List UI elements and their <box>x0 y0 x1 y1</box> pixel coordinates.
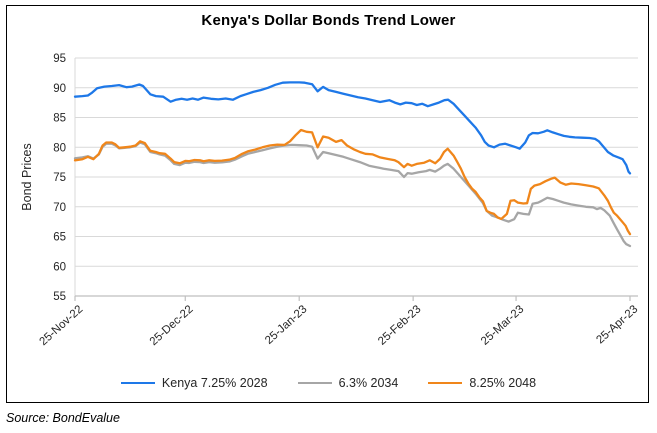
x-tick-label: 25-Mar-23 <box>479 303 526 347</box>
x-tick-label: 25-Feb-23 <box>376 303 423 347</box>
x-tick-label: 25-Jan-23 <box>263 303 310 347</box>
chart-frame <box>6 5 649 403</box>
legend-line-swatch <box>428 382 463 384</box>
y-tick-label: 65 <box>53 232 66 244</box>
series-line-2 <box>73 128 632 236</box>
y-tick-label: 60 <box>53 261 66 273</box>
source-caption: Source: BondEvalue <box>6 411 120 425</box>
legend-label: 6.3% 2034 <box>338 376 399 390</box>
legend-item: Kenya 7.25% 2028 <box>120 376 268 390</box>
chart-title: Kenya's Dollar Bonds Trend Lower <box>201 12 456 29</box>
y-tick-label: 55 <box>53 291 66 303</box>
legend-line-swatch <box>297 382 332 384</box>
legend-label: Kenya 7.25% 2028 <box>161 376 268 390</box>
x-tick-label: 25-Nov-22 <box>37 303 85 348</box>
y-tick-label: 70 <box>53 202 66 214</box>
y-tick-label: 95 <box>53 53 66 65</box>
legend-item: 6.3% 2034 <box>297 376 399 390</box>
chart-legend: Kenya 7.25% 2028 6.3% 2034 8.25% 2048 <box>0 376 657 390</box>
x-tick-label: 25-Dec-22 <box>148 303 196 348</box>
y-tick-label: 90 <box>53 83 66 95</box>
x-tick-label: 25-Apr-23 <box>594 303 640 346</box>
y-tick-label: 85 <box>53 113 66 125</box>
series-line-1 <box>73 141 632 248</box>
legend-item: 8.25% 2048 <box>428 376 536 390</box>
series-line-0 <box>73 81 632 175</box>
legend-line-swatch <box>120 382 155 384</box>
y-tick-label: 80 <box>53 142 66 154</box>
y-tick-label: 75 <box>53 172 66 184</box>
y-axis-title: Bond Prices <box>20 143 34 210</box>
legend-label: 8.25% 2048 <box>469 376 537 390</box>
